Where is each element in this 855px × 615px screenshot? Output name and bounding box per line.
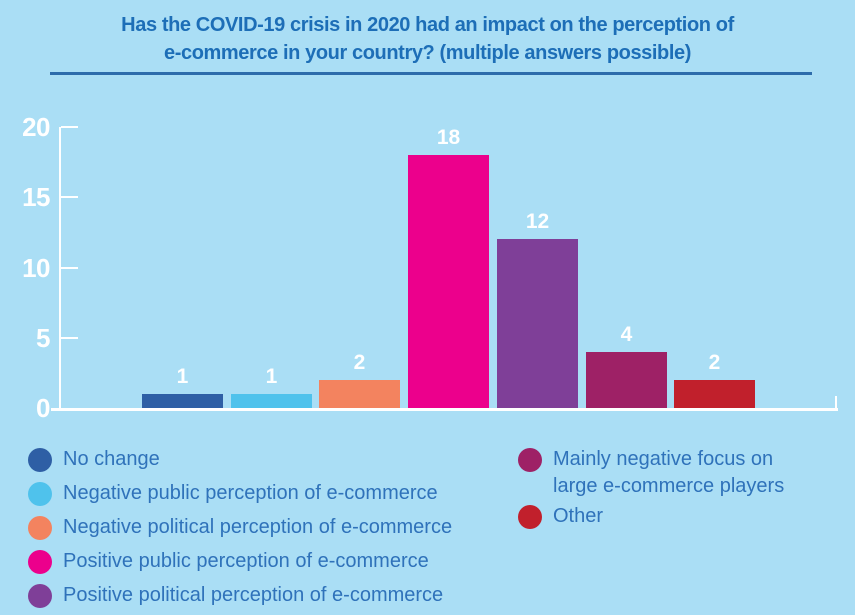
legend-item-label: Negative public perception of e-commerce xyxy=(63,482,438,504)
legend-color-dot-icon xyxy=(28,482,52,506)
bar-value-label: 1 xyxy=(265,365,278,388)
y-axis-tick-label: 5 xyxy=(36,322,50,353)
x-axis-end-tick xyxy=(835,396,837,408)
legend-color-dot-icon xyxy=(28,584,52,608)
legend-column-left: No change Negative public perception of e… xyxy=(28,446,452,615)
legend-color-dot-icon xyxy=(518,448,542,472)
bar-value-label: 1 xyxy=(176,365,189,388)
legend-item-label: No change xyxy=(63,448,160,470)
legend-color-dot-icon xyxy=(28,550,52,574)
y-axis-tick xyxy=(61,266,78,269)
bar-mainly-negative-focus-on-large-e-commerce-players xyxy=(586,352,667,408)
legend-item: Other xyxy=(518,503,808,530)
title-divider xyxy=(50,72,812,75)
bar-negative-public-perception-of-e-commerce xyxy=(231,394,312,408)
legend-item-label: Positive political perception of e-comme… xyxy=(63,584,444,606)
bar-value-label: 2 xyxy=(708,351,721,374)
legend-item-label: Other xyxy=(553,505,604,527)
chart-title-line-2: e-commerce in your country? (multiple an… xyxy=(163,42,692,64)
legend-item: Positive public perception of e-commerce xyxy=(28,548,452,575)
y-axis-tick xyxy=(61,196,78,199)
y-axis-tick-label: 10 xyxy=(22,252,50,283)
bar-negative-political-perception-of-e-commerce xyxy=(319,380,400,408)
legend-item-label: Mainly negative focus on large e-commerc… xyxy=(553,448,785,497)
legend-item: Negative political perception of e-comme… xyxy=(28,514,452,541)
legend-item-label: Positive public perception of e-commerce xyxy=(63,550,429,572)
legend-color-dot-icon xyxy=(28,516,52,540)
bar-value-label: 18 xyxy=(436,126,461,149)
bar-no-change xyxy=(142,394,223,408)
legend-item: No change xyxy=(28,446,452,473)
bar-value-label: 12 xyxy=(525,210,550,233)
legend-item: Positive political perception of e-comme… xyxy=(28,582,452,609)
bar-value-label: 4 xyxy=(620,323,633,346)
legend-color-dot-icon xyxy=(28,448,52,472)
bar-value-label: 2 xyxy=(353,351,366,374)
y-axis-tick xyxy=(61,126,78,128)
y-axis-tick-label: 0 xyxy=(36,393,50,423)
y-axis-tick-label: 20 xyxy=(22,112,50,142)
chart-title-line-1: Has the COVID-19 crisis in 2020 had an i… xyxy=(121,14,734,36)
y-axis-tick xyxy=(61,336,78,339)
bar-positive-public-perception-of-e-commerce xyxy=(408,155,489,408)
bar-other xyxy=(674,380,755,408)
chart-title: Has the COVID-19 crisis in 2020 had an i… xyxy=(0,11,855,67)
y-axis-line xyxy=(59,127,61,410)
bar-positive-political-perception-of-e-commerce xyxy=(497,239,578,408)
legend-item-label: Negative political perception of e-comme… xyxy=(63,516,453,538)
legend-item: Mainly negative focus on large e-commerc… xyxy=(518,446,808,500)
legend-column-right: Mainly negative focus on large e-commerc… xyxy=(518,446,808,533)
y-axis-tick-label: 15 xyxy=(22,182,50,213)
legend-color-dot-icon xyxy=(518,505,542,529)
legend-item: Negative public perception of e-commerce xyxy=(28,480,452,507)
x-axis-line xyxy=(51,408,838,411)
